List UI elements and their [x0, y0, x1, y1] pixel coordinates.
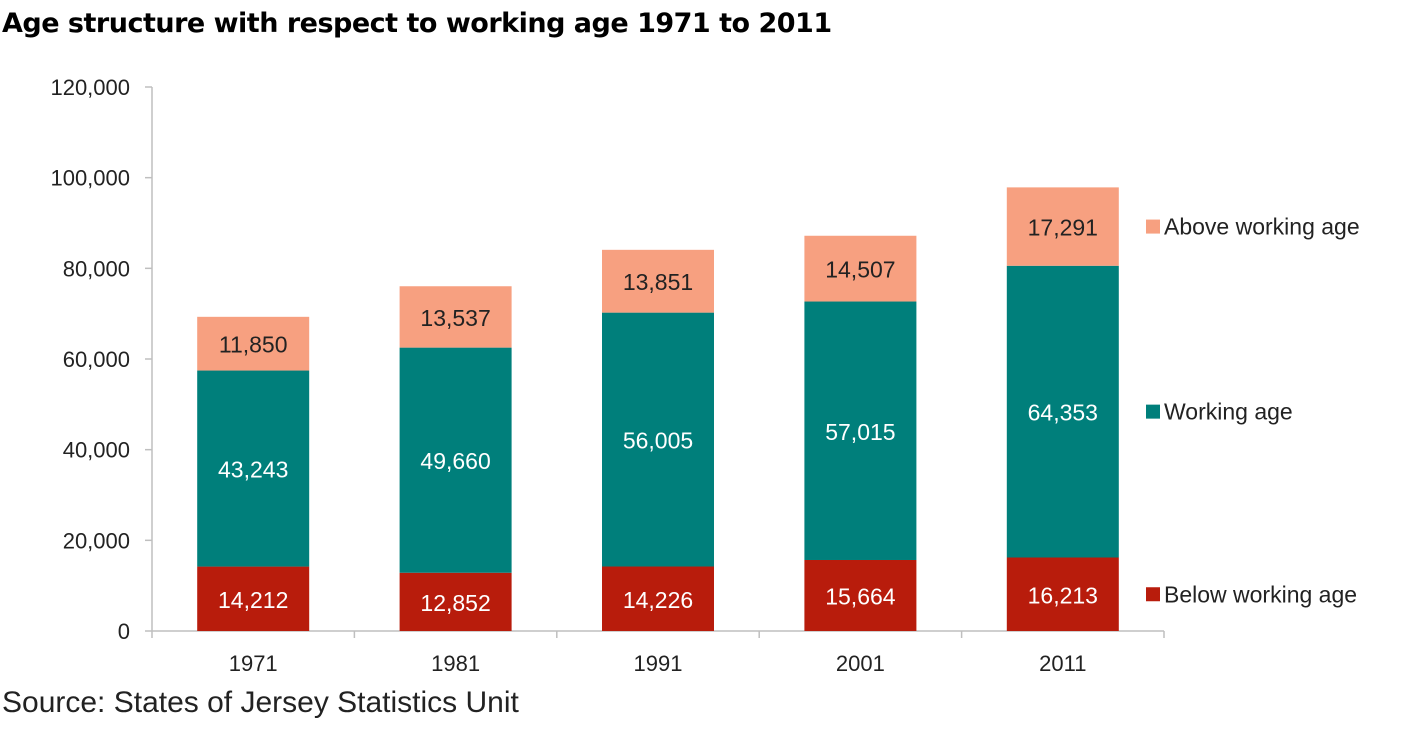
chart-source: Source: States of Jersey Statistics Unit — [2, 686, 519, 719]
legend-above-working-age: Above working age — [1146, 214, 1360, 240]
y-tick-label: 120,000 — [50, 75, 130, 100]
chart-title: Age structure with respect to working ag… — [2, 8, 832, 39]
legend-swatch — [1146, 404, 1160, 419]
bar-working-age — [197, 370, 310, 567]
bar-working-age — [399, 347, 512, 573]
legend-label: Working age — [1164, 399, 1293, 425]
label-below-working-age: 14,226 — [623, 587, 693, 613]
x-tick-label: 2001 — [836, 651, 885, 676]
bar-working-age — [804, 301, 917, 560]
bar-above-working-age — [804, 235, 917, 302]
bar-above-working-age — [1006, 187, 1119, 266]
bar-below-working-age — [602, 566, 714, 631]
label-below-working-age: 12,852 — [420, 590, 490, 616]
bar-above-working-age — [399, 286, 512, 348]
legend-label: Below working age — [1164, 581, 1357, 607]
y-tick-label: 40,000 — [63, 438, 130, 463]
legend-swatch — [1146, 219, 1160, 234]
label-above-working-age: 13,851 — [623, 269, 693, 295]
legend-swatch — [1146, 587, 1160, 602]
x-tick-label: 2011 — [1039, 651, 1086, 676]
label-working-age: 56,005 — [623, 428, 693, 454]
label-above-working-age: 11,850 — [219, 332, 288, 358]
label-working-age: 43,243 — [218, 457, 288, 483]
label-above-working-age: 13,537 — [420, 305, 490, 331]
legend: Below working age Working age Above workin… — [1146, 214, 1360, 607]
x-tick-label: 1991 — [634, 651, 683, 676]
y-tick-label: 20,000 — [63, 528, 130, 553]
y-tick-label: 80,000 — [63, 256, 130, 281]
bar-below-working-age — [197, 566, 310, 631]
y-axis: 0 20,000 40,000 60,000 80,000 100,000 120,000 — [50, 75, 153, 644]
label-working-age: 49,660 — [420, 448, 490, 474]
y-tick-label: 0 — [118, 619, 130, 644]
label-below-working-age: 15,664 — [825, 583, 896, 609]
bars: 14,212 43,243 11,850 12,852 49,660 13,537 14,2… — [197, 187, 1119, 631]
label-above-working-age: 14,507 — [825, 257, 895, 283]
y-tick-label: 100,000 — [50, 166, 130, 191]
legend-working-age: Working age — [1146, 399, 1293, 425]
x-tick-label: 1981 — [431, 651, 480, 676]
bar-above-working-age — [602, 249, 714, 313]
label-working-age: 57,015 — [825, 419, 895, 445]
x-axis: 1971 1981 1991 2001 2011 — [151, 630, 1165, 676]
x-tick-label: 1971 — [229, 651, 278, 676]
label-above-working-age: 17,291 — [1028, 215, 1098, 241]
bar-below-working-age — [1006, 557, 1119, 631]
bar-working-age — [1006, 265, 1119, 558]
label-working-age: 64,353 — [1028, 400, 1098, 426]
bar-above-working-age — [197, 316, 310, 371]
label-below-working-age: 16,213 — [1028, 582, 1098, 608]
y-tick-label: 60,000 — [63, 347, 130, 372]
legend-below-working-age: Below working age — [1146, 581, 1357, 607]
bar-working-age — [602, 312, 714, 567]
label-below-working-age: 14,212 — [218, 587, 288, 613]
legend-label: Above working age — [1164, 214, 1360, 240]
bar-below-working-age — [804, 559, 917, 631]
bar-below-working-age — [399, 572, 512, 631]
